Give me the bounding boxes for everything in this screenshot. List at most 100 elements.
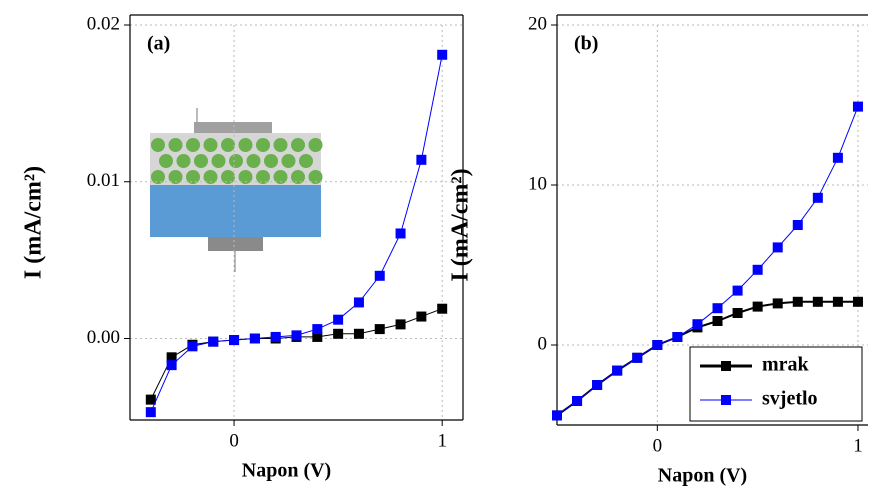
legend-label: svjetlo	[762, 388, 818, 410]
particle	[238, 138, 253, 152]
marker	[437, 303, 448, 314]
x-tick-label: 1	[853, 435, 863, 456]
marker	[416, 311, 427, 322]
marker	[692, 319, 703, 330]
particle	[221, 138, 235, 152]
x-tick-label: 0	[653, 435, 663, 456]
legend-marker	[721, 361, 731, 371]
y-tick-label: 0.00	[87, 327, 120, 348]
particle	[308, 170, 323, 184]
marker	[752, 301, 763, 312]
particle	[308, 138, 323, 152]
marker	[270, 331, 281, 342]
marker	[852, 101, 863, 112]
marker	[145, 407, 156, 418]
marker	[812, 192, 823, 203]
particle	[159, 154, 173, 168]
particle	[168, 138, 183, 152]
series-line	[557, 106, 859, 416]
marker	[166, 352, 177, 363]
particle	[281, 154, 296, 168]
inset-diagram	[150, 108, 323, 272]
marker	[166, 360, 177, 371]
x-tick-label: 1	[437, 430, 447, 451]
marker	[333, 314, 344, 325]
marker	[852, 296, 863, 307]
marker	[333, 328, 344, 339]
particle	[256, 138, 270, 152]
marker	[772, 242, 783, 253]
marker	[249, 333, 260, 344]
particle	[273, 170, 288, 184]
particle	[168, 170, 183, 184]
y-axis-label: I (mA/cm²)	[448, 168, 474, 281]
particle	[264, 154, 278, 168]
particle	[186, 138, 200, 152]
particle	[246, 154, 261, 168]
marker	[229, 335, 240, 346]
particle	[273, 138, 288, 152]
legend-label: mrak	[762, 354, 810, 376]
y-tick-label: 10	[528, 173, 547, 194]
y-tick-label: 0	[538, 333, 548, 354]
marker	[572, 396, 583, 406]
marker	[312, 331, 323, 342]
marker	[208, 336, 219, 347]
marker	[437, 49, 448, 60]
marker	[416, 154, 427, 165]
marker	[353, 297, 364, 308]
marker	[374, 270, 385, 281]
particle	[291, 138, 305, 152]
marker	[832, 296, 843, 307]
particle	[291, 170, 305, 184]
particle	[256, 170, 270, 184]
particle	[151, 138, 165, 152]
particle	[186, 170, 200, 184]
particle	[151, 170, 165, 184]
marker	[732, 308, 743, 318]
marker	[612, 365, 623, 376]
top-contact	[194, 122, 272, 134]
particle	[299, 154, 313, 168]
x-axis-label: Napon (V)	[242, 460, 331, 482]
marker	[312, 324, 323, 335]
marker	[552, 410, 562, 421]
substrate	[150, 185, 321, 237]
marker	[592, 380, 603, 390]
marker	[712, 303, 723, 314]
particle	[194, 154, 208, 168]
marker	[752, 264, 763, 275]
particle	[229, 154, 243, 168]
particle	[238, 170, 253, 184]
marker	[632, 352, 643, 363]
marker	[187, 341, 198, 352]
x-tick-label: 0	[229, 430, 239, 451]
particles	[151, 138, 323, 184]
bottom-contact	[208, 237, 263, 251]
particle	[221, 170, 235, 184]
marker	[832, 152, 843, 163]
marker	[374, 324, 385, 335]
particle	[203, 170, 218, 184]
y-axis-label: I (mA/cm²)	[21, 166, 47, 279]
marker	[792, 296, 803, 307]
marker	[792, 220, 803, 230]
y-tick-label: 0.01	[87, 170, 120, 191]
particle	[176, 154, 191, 168]
marker	[145, 394, 156, 405]
y-tick-label: 20	[528, 13, 547, 34]
marker	[395, 228, 406, 239]
particle	[211, 154, 226, 168]
y-tick-label: 0.02	[87, 13, 120, 34]
marker	[395, 319, 406, 330]
marker	[732, 285, 743, 296]
marker	[812, 296, 823, 307]
marker	[772, 298, 783, 309]
panel-label: (b)	[574, 33, 598, 55]
panel-label: (a)	[147, 33, 170, 55]
marker	[291, 330, 302, 341]
marker	[353, 328, 364, 339]
x-axis-label: Napon (V)	[658, 465, 747, 487]
